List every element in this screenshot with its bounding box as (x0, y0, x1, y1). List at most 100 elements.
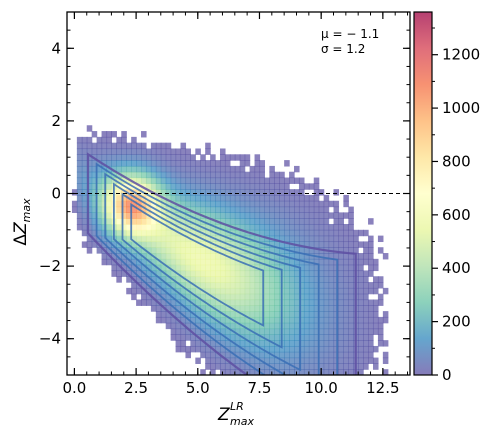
heatmap-cell (368, 328, 374, 335)
heatmap-cell (358, 253, 364, 260)
heatmap-cell (363, 357, 369, 364)
heatmap-cell (274, 287, 280, 295)
heatmap-cell (264, 223, 270, 231)
heatmap-cell (249, 165, 256, 173)
heatmap-cell (195, 282, 201, 289)
heatmap-cell (145, 235, 152, 243)
heatmap-cell (303, 183, 310, 190)
heatmap-cell (234, 258, 241, 266)
heatmap-cell (131, 171, 137, 179)
heatmap-cell (145, 253, 152, 260)
heatmap-cell (323, 328, 330, 335)
heatmap-cell (200, 282, 206, 289)
heatmap-cell (210, 351, 216, 359)
heatmap-cell (86, 125, 93, 132)
heatmap-cell (358, 293, 364, 301)
heatmap-cell (294, 276, 300, 283)
heatmap-cell (358, 264, 364, 272)
heatmap-cell (91, 131, 98, 138)
heatmap-cell (358, 229, 364, 237)
heatmap-cell (190, 223, 196, 231)
heatmap-cell (274, 218, 280, 225)
heatmap-cell (289, 171, 295, 179)
heatmap-cell (244, 212, 251, 219)
heatmap-cell (333, 305, 340, 312)
heatmap-cell (106, 200, 113, 208)
heatmap-cell (210, 253, 216, 260)
heatmap-cell (150, 235, 157, 243)
heatmap-cell (91, 200, 98, 208)
heatmap-cell (259, 287, 266, 295)
heatmap-cell (308, 322, 315, 330)
svg-text:Z: Z (217, 405, 230, 425)
heatmap-cell (219, 293, 226, 301)
heatmap-cell (249, 247, 256, 254)
heatmap-cell (200, 276, 206, 283)
heatmap-cell (160, 247, 167, 254)
heatmap-cell (121, 218, 127, 225)
heatmap-cell (377, 334, 384, 341)
heatmap-cell (338, 258, 344, 266)
heatmap-cell (219, 212, 226, 219)
heatmap-cell (298, 194, 305, 202)
heatmap-cell (249, 357, 256, 364)
heatmap-cell (86, 223, 93, 231)
heatmap-cell (239, 287, 246, 295)
heatmap-cell (348, 311, 354, 318)
x-axis-label: Z LR max (217, 400, 254, 428)
heatmap-cell (382, 351, 389, 359)
heatmap-cell (229, 363, 236, 370)
heatmap-cell (234, 351, 241, 359)
heatmap-cell (382, 287, 389, 295)
heatmap-cell (215, 334, 221, 341)
heatmap-cell (358, 287, 364, 295)
heatmap-cell (284, 299, 290, 306)
heatmap-cell (239, 194, 246, 202)
heatmap-cell (170, 206, 177, 213)
heatmap-cell (234, 218, 241, 225)
heatmap-cell (224, 218, 231, 225)
heatmap-cell (190, 177, 196, 184)
heatmap-cell (86, 171, 93, 179)
heatmap-cell (333, 316, 340, 324)
heatmap-cell (81, 200, 88, 208)
heatmap-cell (254, 235, 261, 243)
heatmap-cell (126, 258, 132, 266)
heatmap-cell (205, 270, 211, 277)
heatmap-cell (190, 334, 196, 341)
heatmap-cell (224, 171, 231, 179)
heatmap-cell (200, 160, 206, 167)
heatmap-cell (141, 165, 147, 173)
heatmap-cell (81, 218, 88, 225)
y-label-main: Z (11, 222, 31, 235)
heatmap-cell (170, 322, 177, 330)
heatmap-cell (239, 154, 246, 161)
heatmap-cell (219, 148, 226, 155)
heatmap-cell (136, 148, 142, 155)
colorbar-tick-label: 400 (442, 259, 471, 277)
heatmap-cell (244, 276, 251, 283)
heatmap-cell (205, 316, 211, 324)
heatmap-cell (81, 148, 88, 155)
heatmap-cell (328, 340, 335, 347)
heatmap-cell (244, 334, 251, 341)
heatmap-cell (145, 287, 152, 295)
heatmap-cell (224, 194, 231, 202)
heatmap-cell (205, 253, 211, 260)
heatmap-cell (308, 276, 315, 283)
heatmap-cell (249, 369, 256, 375)
heatmap-cell (333, 311, 340, 318)
heatmap-cell (289, 223, 295, 231)
heatmap-cell (318, 241, 325, 248)
heatmap-cell (274, 223, 280, 231)
heatmap-cell (244, 177, 251, 184)
heatmap-cell (76, 194, 83, 202)
heatmap-cell (318, 235, 325, 243)
heatmap-cell (363, 334, 369, 341)
heatmap-cell (224, 322, 231, 330)
heatmap-cell (358, 340, 364, 347)
heatmap-cell (106, 183, 113, 190)
heatmap-cell (76, 206, 83, 213)
heatmap-cell (136, 177, 142, 184)
heatmap-cell (170, 218, 177, 225)
